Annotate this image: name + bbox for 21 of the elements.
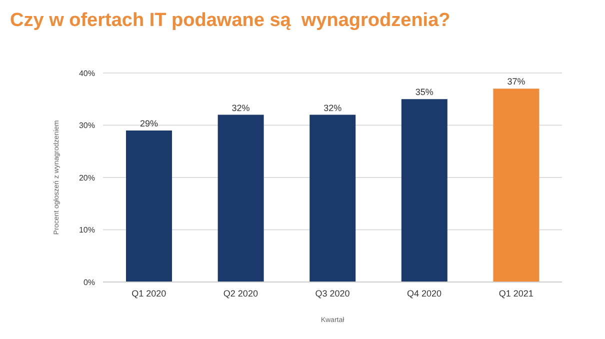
data-label: 35% xyxy=(415,87,434,98)
y-tick-label: 10% xyxy=(78,226,95,235)
x-tick-label: Q2 2020 xyxy=(223,288,258,298)
x-tick-label: Q3 2020 xyxy=(315,288,350,298)
bar xyxy=(126,130,172,282)
y-tick-label: 0% xyxy=(83,278,95,287)
bar xyxy=(401,99,448,282)
data-label: 32% xyxy=(232,102,250,113)
y-tick-label: 40% xyxy=(78,68,95,78)
x-tick-label: Q1 2021 xyxy=(498,288,534,298)
x-tick-label: Q1 2020 xyxy=(132,288,166,298)
data-label: 37% xyxy=(507,76,526,87)
y-tick-label: 20% xyxy=(78,173,95,182)
chart-title: Czy w ofertach IT podawane są wynagrodzenia? xyxy=(10,10,450,32)
data-label: 29% xyxy=(140,118,158,128)
bar xyxy=(218,114,264,282)
data-label: 32% xyxy=(324,102,342,113)
bar xyxy=(310,114,356,282)
y-tick-label: 30% xyxy=(78,121,95,130)
bar xyxy=(493,88,540,282)
x-tick-label: Q4 2020 xyxy=(407,288,442,298)
